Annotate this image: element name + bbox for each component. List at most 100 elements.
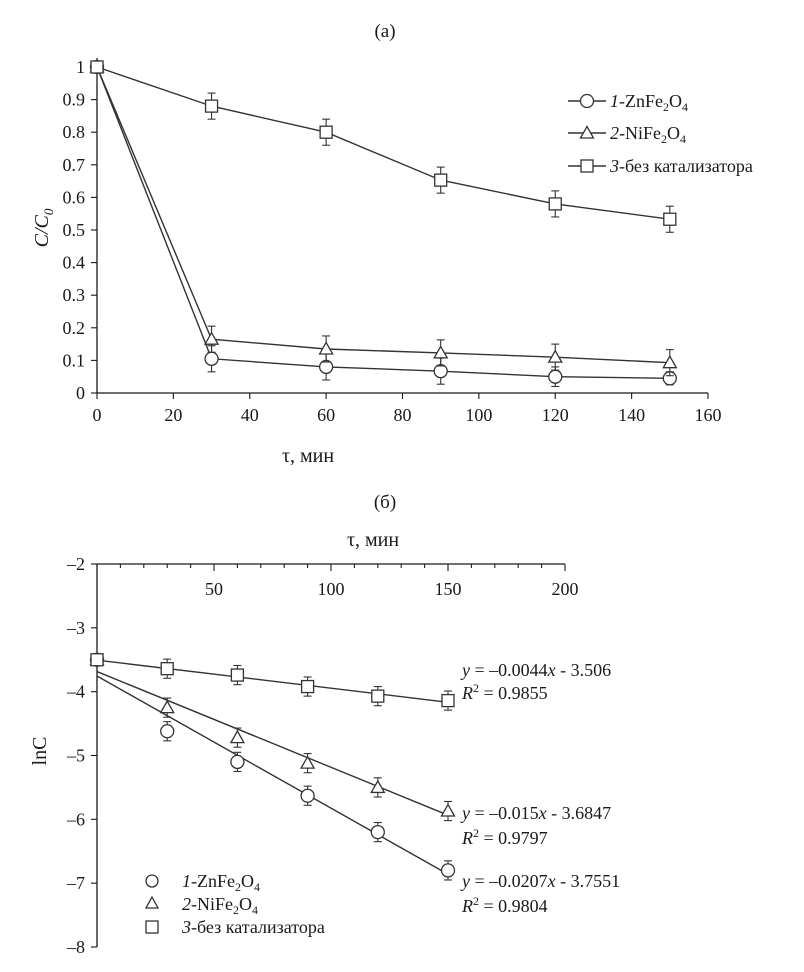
panel-b-x-tick-label: 50 [205, 579, 223, 599]
panel-a-data-point [318, 341, 334, 355]
panel-b-r2-3-r: R [461, 683, 473, 703]
circle-marker-icon [579, 93, 595, 109]
panel-a-y-axis-label-sep: / [31, 226, 53, 235]
panel-b-eq3-mid: = –0.0044 [470, 660, 548, 680]
panel-a-x-tick-label: 0 [93, 405, 102, 425]
panel-b-equations: y = –0.0044x - 3.506 R2 = 0.9855 y = –0.… [460, 660, 620, 916]
panel-a-series-line [96, 66, 670, 364]
panel-b-data-point [300, 788, 315, 803]
panel-b-r2-2-r: R [461, 828, 473, 848]
panel-a: (а) 0 20 40 60 80 100 120 140 160 00.10.20.30.40… [31, 21, 753, 467]
panel-a-legend-label-2: 2-NiFe2O4 [610, 123, 686, 146]
panel-b-fit-line-3 [96, 659, 449, 703]
panel-b-y-tick-label: –3 [66, 618, 85, 638]
panel-b-y-axis-label: lnC [29, 737, 51, 766]
panel-a-legend-label-1: 1-ZnFe2O4 [610, 91, 688, 114]
panel-b-data-point [230, 668, 245, 682]
panel-a-data-point [548, 197, 562, 211]
panel-a-data-point [204, 351, 219, 366]
panel-a-y-tick-label: 1 [76, 57, 85, 77]
panel-b-eq1-mid: = –0.0207 [470, 871, 548, 891]
panel-b-data-point [371, 689, 385, 703]
panel-a-data-point [663, 212, 677, 226]
panel-a-y-ticks: 0 0.1 0.2 0.3 0.4 0.5 0.6 0.7 0.8 0.9 1 [63, 57, 97, 403]
panel-a-y-tick-label: 0.5 [63, 220, 86, 240]
panel-b-data-point [230, 754, 245, 770]
panel-b-data-point [370, 824, 385, 840]
panel-a-series-1 [89, 59, 677, 388]
panel-a-y-tick-label: 0.2 [63, 318, 86, 338]
panel-a-legend: 1-ZnFe2O4 2-NiFe2O4 3-без катализатора [568, 91, 753, 176]
panel-b-r2-3: R2 = 0.9855 [461, 681, 548, 703]
panel-a-x-tick-label: 60 [317, 405, 335, 425]
panel-b-legend-text-3: -без катализатора [191, 917, 325, 937]
panel-a-label: (а) [374, 21, 395, 42]
panel-a-data-point [203, 331, 220, 345]
panel-a-legend-mid-1: O [669, 91, 682, 111]
panel-b-data-point [90, 653, 104, 667]
panel-b-y-tick-label: –2 [66, 554, 85, 574]
panel-a-data-point [433, 364, 448, 379]
panel-a-y-tick-label: 0.7 [63, 155, 86, 175]
panel-a-y-tick-label: 0.1 [63, 350, 86, 370]
circle-marker-icon [145, 874, 159, 888]
panel-a-x-tick-label: 80 [394, 405, 412, 425]
panel-b-x-tick-label: 150 [435, 579, 462, 599]
panel-b-data-point [160, 662, 174, 676]
panel-b-data-point [440, 863, 456, 878]
panel-b-equation-1: y = –0.0207x - 3.7551 [460, 871, 620, 891]
panel-b-legend-sub2-2: 4 [252, 903, 258, 917]
panel-a-y-tick-label: 0.3 [63, 285, 86, 305]
panel-b-eq3-y: y [460, 660, 470, 680]
panel-a-x-tick-label: 120 [542, 405, 569, 425]
panel-a-x-tick-label: 160 [695, 405, 722, 425]
panel-b-legend: 1-ZnFe2O4 2-NiFe2O4 3-без катализатора [144, 871, 325, 937]
panel-a-series [89, 59, 678, 388]
panel-a-legend-text-3: -без катализатора [619, 156, 753, 176]
panel-b-equation-2: y = –0.015x - 3.6847 [460, 803, 611, 823]
panel-b-x-tick-label: 100 [318, 579, 345, 599]
panel-a-legend-item-3: 3-без катализатора [568, 156, 753, 176]
panel-b-label: (б) [374, 492, 396, 513]
panel-a-y-tick-label: 0.6 [63, 187, 86, 207]
panel-b-legend-item-2: 2-NiFe2O4 [144, 894, 258, 917]
panel-b: (б) τ, мин 50 100 150 200 –2 –3 –4 –5 –6 –7 –8 ln… [29, 492, 620, 957]
panel-b-eq1-rest: - 3.7551 [556, 871, 621, 891]
panel-b-legend-mid-2: O [239, 894, 252, 914]
panel-b-legend-num-3: 3 [181, 917, 191, 937]
panel-b-y-tick-label: –7 [66, 873, 85, 893]
panel-a-x-tick-label: 40 [241, 405, 259, 425]
panel-b-legend-label-1: 1-ZnFe2O4 [182, 871, 260, 894]
panel-b-r2-1-val: = 0.9804 [479, 896, 548, 916]
panel-b-eq1-x: x [547, 871, 556, 891]
triangle-marker-icon [579, 125, 595, 139]
panel-a-data-point [548, 369, 563, 384]
panel-b-eq2-x: x [538, 803, 547, 823]
panel-a-legend-sub2-1: 4 [682, 100, 688, 114]
panel-b-x-ticks: 50 100 150 200 [119, 564, 579, 599]
panel-b-legend-num-2: 2 [182, 894, 191, 914]
panel-a-legend-mid-2: O [667, 123, 680, 143]
panel-a-legend-item-2: 2-NiFe2O4 [568, 123, 686, 146]
panel-a-x-ticks: 0 20 40 60 80 100 120 140 160 [93, 393, 722, 425]
panel-a-y-axis-label: C/C0 [31, 208, 56, 247]
panel-b-eq1-y: y [460, 871, 470, 891]
panel-b-data-point [370, 779, 386, 794]
panel-b-r2-3-val: = 0.9855 [479, 683, 548, 703]
panel-b-r2-2-val: = 0.9797 [479, 828, 548, 848]
panel-a-legend-num-2: 2 [610, 123, 619, 143]
panel-a-data-point [434, 173, 448, 187]
panel-b-series-1 [89, 652, 456, 881]
panel-a-x-axis-label: τ, мин [282, 445, 334, 467]
panel-a-legend-item-1: 1-ZnFe2O4 [568, 91, 688, 114]
panel-b-eq3-x: x [547, 660, 556, 680]
panel-b-series [89, 651, 456, 881]
triangle-marker-icon [144, 895, 160, 909]
panel-a-y-tick-label: 0.4 [63, 253, 86, 273]
panel-b-eq3-rest: - 3.506 [556, 660, 612, 680]
panel-b-data-point [229, 729, 246, 744]
panel-b-data-point [160, 724, 175, 739]
panel-b-data-point [159, 699, 175, 714]
panel-b-eq2-mid: = –0.015 [470, 803, 539, 823]
